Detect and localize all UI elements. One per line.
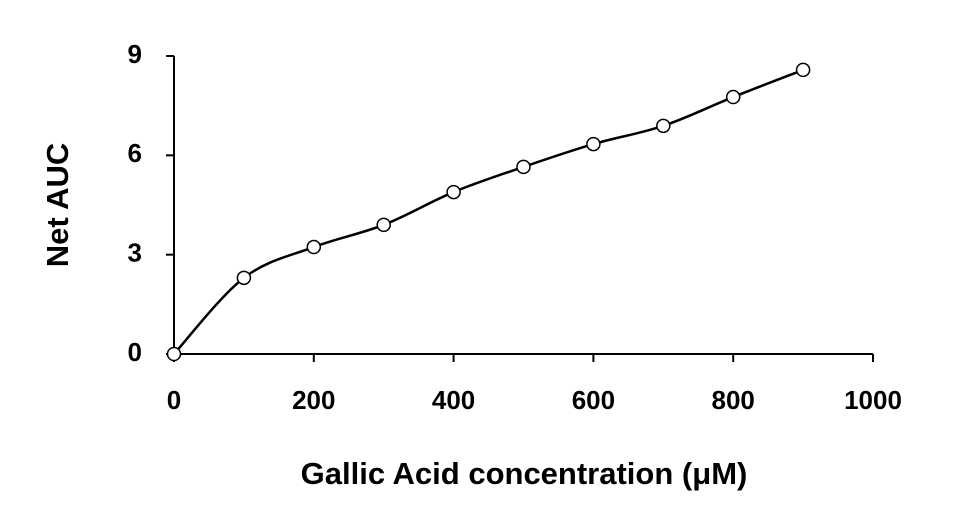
y-axis-title: Net AUC <box>40 143 75 268</box>
point <box>725 89 741 105</box>
x-axis-title: Gallic Acid concentration (μM) <box>301 456 748 491</box>
point <box>446 184 461 200</box>
y-tick-label: 3 <box>128 238 142 268</box>
y-tick-label: 9 <box>128 39 142 69</box>
point <box>516 159 531 175</box>
x-tick-label: 1000 <box>844 385 902 415</box>
point <box>166 346 182 362</box>
point <box>376 217 391 233</box>
x-tick-label: 600 <box>572 385 615 415</box>
x-tick-label: 400 <box>432 385 475 415</box>
y-tick-label: 6 <box>128 138 142 168</box>
y-tick-label: 0 <box>128 337 142 367</box>
point <box>236 270 252 286</box>
point <box>306 239 322 255</box>
point <box>656 118 671 134</box>
point <box>795 62 811 78</box>
point <box>586 136 601 152</box>
x-tick-label: 800 <box>712 385 755 415</box>
x-tick-label: 200 <box>292 385 335 415</box>
line <box>173 68 804 355</box>
x-tick-label: 0 <box>167 385 181 415</box>
